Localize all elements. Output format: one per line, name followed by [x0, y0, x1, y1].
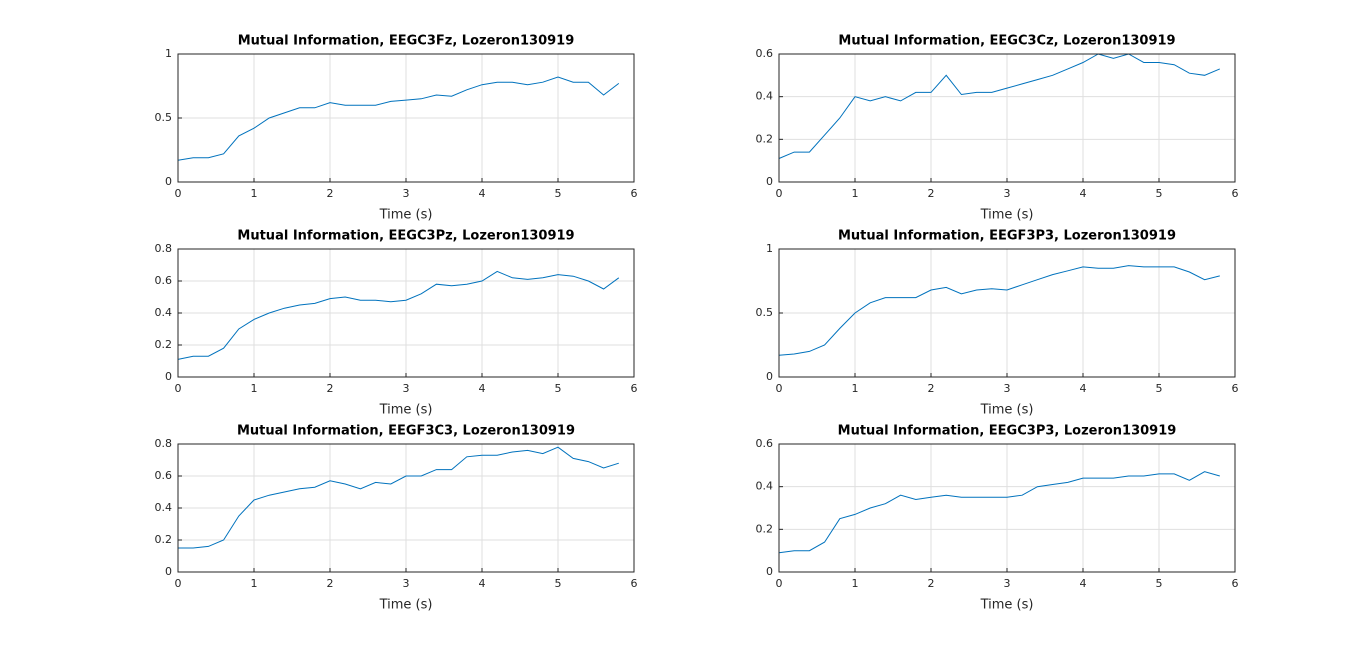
chart-title: Mutual Information, EEGF3C3, Lozeron1309… — [237, 424, 575, 439]
x-axis-label: Time (s) — [980, 403, 1034, 418]
y-tick-label: 0 — [165, 175, 172, 188]
y-tick-label: 0.2 — [756, 522, 774, 535]
chart-title: Mutual Information, EEGC3Pz, Lozeron1309… — [237, 229, 574, 244]
x-tick-label: 0 — [175, 577, 182, 590]
y-tick-label: 0.8 — [155, 437, 173, 450]
x-axis-label: Time (s) — [980, 208, 1034, 223]
y-tick-label: 0.6 — [155, 469, 173, 482]
y-tick-label: 0.2 — [756, 132, 774, 145]
x-tick-label: 1 — [251, 577, 258, 590]
y-tick-label: 0.5 — [756, 306, 774, 319]
y-tick-label: 0 — [766, 175, 773, 188]
x-tick-label: 3 — [1004, 577, 1011, 590]
data-line — [778, 53, 1220, 159]
x-tick-label: 5 — [555, 577, 562, 590]
x-tick-label: 0 — [175, 382, 182, 395]
chart-title: Mutual Information, EEGF3P3, Lozeron1309… — [838, 229, 1176, 244]
x-axis-label: Time (s) — [379, 598, 433, 613]
chart-title: Mutual Information, EEGC3Cz, Lozeron1309… — [838, 34, 1175, 49]
x-tick-label: 6 — [631, 577, 638, 590]
data-line — [178, 446, 619, 549]
x-tick-label: 5 — [1156, 577, 1163, 590]
x-tick-label: 5 — [555, 382, 562, 395]
x-tick-label: 1 — [852, 382, 859, 395]
axes-box — [177, 53, 635, 183]
y-tick-label: 0.4 — [756, 480, 774, 493]
x-tick-label: 5 — [1156, 382, 1163, 395]
y-tick-label: 1 — [766, 242, 773, 255]
x-tick-label: 1 — [251, 187, 258, 200]
x-axis-label: Time (s) — [980, 598, 1034, 613]
x-tick-label: 1 — [852, 187, 859, 200]
x-tick-label: 2 — [327, 382, 334, 395]
y-tick-label: 0.4 — [155, 306, 173, 319]
x-tick-label: 6 — [631, 187, 638, 200]
axes-box — [778, 53, 1236, 183]
x-tick-label: 6 — [1232, 577, 1239, 590]
x-tick-label: 0 — [175, 187, 182, 200]
x-tick-label: 1 — [852, 577, 859, 590]
axes-box — [778, 248, 1236, 378]
x-tick-label: 6 — [1232, 382, 1239, 395]
x-tick-label: 4 — [1080, 187, 1087, 200]
data-line — [778, 471, 1220, 554]
x-tick-label: 3 — [403, 187, 410, 200]
x-tick-label: 4 — [479, 187, 486, 200]
x-tick-label: 4 — [1080, 382, 1087, 395]
x-tick-label: 5 — [555, 187, 562, 200]
y-tick-label: 0 — [165, 370, 172, 383]
x-tick-label: 0 — [776, 187, 783, 200]
y-tick-label: 0 — [766, 370, 773, 383]
x-tick-label: 6 — [631, 382, 638, 395]
y-tick-label: 0.6 — [756, 47, 774, 60]
x-axis-label: Time (s) — [379, 403, 433, 418]
x-tick-label: 3 — [1004, 382, 1011, 395]
chart-title: Mutual Information, EEGC3P3, Lozeron1309… — [838, 424, 1177, 439]
y-tick-label: 0.4 — [155, 501, 173, 514]
x-tick-label: 3 — [403, 577, 410, 590]
data-line — [177, 270, 620, 360]
data-line — [778, 265, 1220, 356]
x-tick-label: 3 — [403, 382, 410, 395]
x-tick-label: 0 — [776, 382, 783, 395]
x-tick-label: 4 — [479, 577, 486, 590]
y-tick-label: 0 — [766, 565, 773, 578]
x-tick-label: 3 — [1004, 187, 1011, 200]
x-tick-label: 2 — [928, 187, 935, 200]
chart-title: Mutual Information, EEGC3Fz, Lozeron1309… — [238, 34, 575, 49]
x-tick-label: 1 — [251, 382, 258, 395]
x-tick-label: 6 — [1232, 187, 1239, 200]
x-tick-label: 5 — [1156, 187, 1163, 200]
x-axis-label: Time (s) — [379, 208, 433, 223]
x-tick-label: 2 — [327, 577, 334, 590]
data-line — [177, 76, 620, 161]
y-tick-label: 0.2 — [155, 338, 173, 351]
x-tick-label: 4 — [479, 382, 486, 395]
y-tick-label: 0.6 — [155, 274, 173, 287]
y-tick-label: 0.8 — [155, 242, 173, 255]
x-tick-label: 4 — [1080, 577, 1087, 590]
axes-box — [778, 443, 1236, 573]
x-tick-label: 2 — [928, 577, 935, 590]
x-tick-label: 2 — [928, 382, 935, 395]
y-tick-label: 0.5 — [155, 111, 173, 124]
y-tick-label: 0 — [165, 565, 172, 578]
x-tick-label: 2 — [327, 187, 334, 200]
x-tick-label: 0 — [776, 577, 783, 590]
y-tick-label: 0.4 — [756, 90, 774, 103]
axes-box — [177, 443, 635, 573]
y-tick-label: 0.6 — [756, 437, 774, 450]
axes-box — [177, 248, 635, 378]
y-tick-label: 1 — [165, 47, 172, 60]
y-tick-label: 0.2 — [155, 533, 173, 546]
